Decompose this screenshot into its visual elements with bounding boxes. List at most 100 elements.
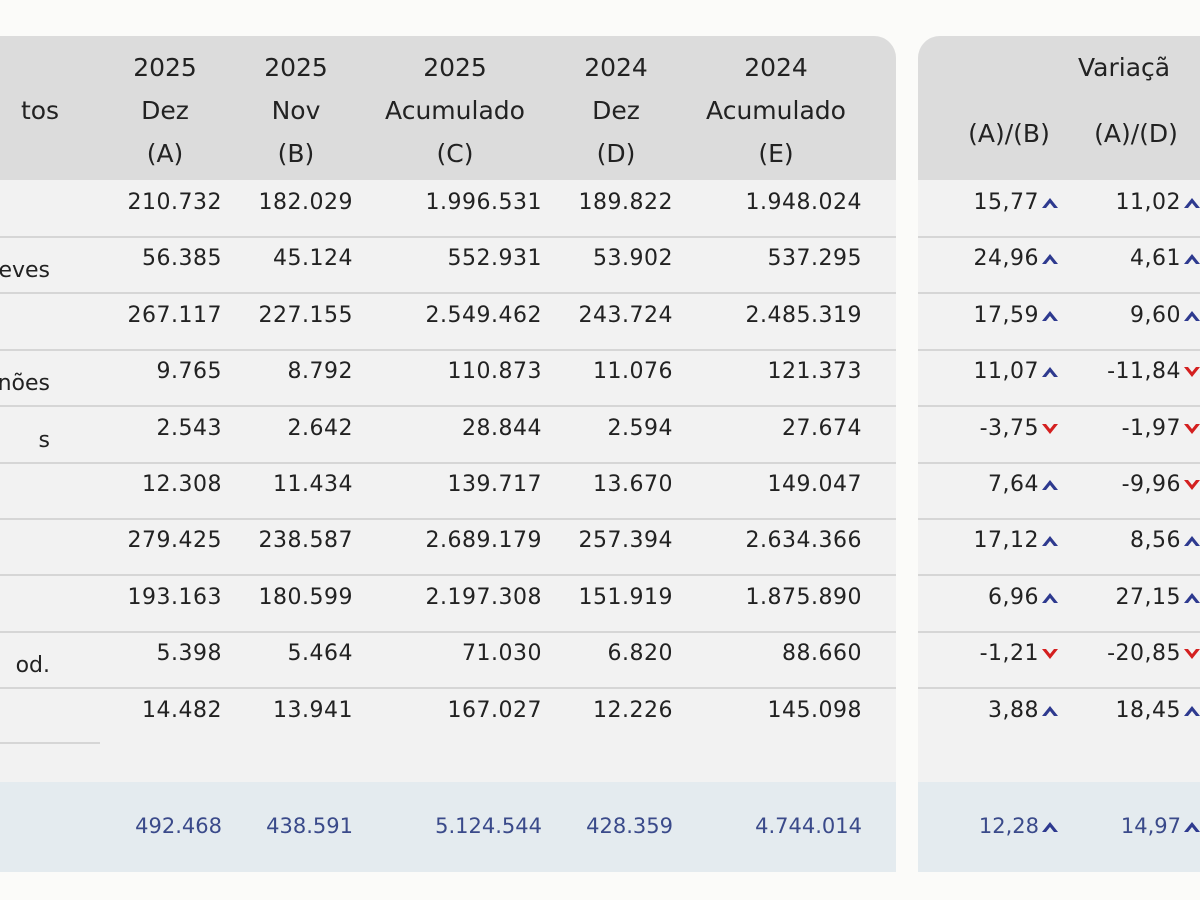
cell-value: 12.226	[593, 697, 673, 723]
arrow-up-icon	[1042, 254, 1058, 265]
total-value: 4.744.014	[755, 814, 862, 838]
variation-title: Variaçã	[1078, 53, 1171, 82]
header-year: 2024	[744, 53, 808, 82]
header-key: (C)	[436, 139, 474, 168]
table-row: 267.117 227.155 2.549.462 243.724 2.485.319	[0, 293, 896, 351]
cell-value: 88.660	[782, 641, 862, 667]
variation-number: -1,21	[979, 641, 1039, 667]
table-row: 193.163 180.599 2.197.308 151.919 1.875.890	[0, 575, 896, 633]
header-key: (A)	[146, 139, 184, 168]
variation-value: 8,56	[1130, 528, 1200, 553]
header-column: 2025 Nov (B)	[206, 46, 386, 175]
arrow-up-icon	[1042, 367, 1058, 378]
cell-value: 13.670	[593, 472, 673, 497]
cell-value: 12.308	[142, 472, 222, 497]
variation-number: 6,96	[988, 584, 1039, 610]
cell-value: 267.117	[127, 302, 222, 328]
cell-value: 145.098	[767, 697, 862, 723]
header-period: Dez	[141, 96, 189, 125]
variation-number: -20,85	[1107, 641, 1181, 667]
header-period: Acumulado	[706, 96, 846, 125]
variation-number: 3,88	[988, 697, 1039, 723]
variation-number: 9,60	[1130, 302, 1181, 328]
cell-value: 1.948.024	[745, 190, 862, 215]
total-row: 492.468 438.591 5.124.544 428.359 4.744.014	[0, 782, 896, 872]
arrow-up-icon	[1042, 480, 1058, 490]
variation-value: -3,75	[980, 416, 1060, 441]
cell-value: 1.996.531	[425, 190, 542, 215]
cell-value: 28.844	[462, 415, 542, 441]
table-row: 279.425 238.587 2.689.179 257.394 2.634.366	[0, 518, 896, 577]
variation-number: -9,96	[1121, 472, 1181, 497]
cell-value: 8.792	[287, 359, 353, 385]
header-period: Acumulado	[385, 96, 525, 125]
arrow-up-icon	[1042, 310, 1058, 321]
variation-number: 15,77	[973, 190, 1039, 215]
arrow-up-icon	[1184, 822, 1200, 832]
header-period: Dez	[592, 96, 640, 125]
cell-value: 2.485.319	[745, 302, 862, 328]
table-row: 14.482 13.941 167.027 12.226 145.098	[0, 688, 896, 744]
total-variation-value: 12,28	[979, 814, 1060, 838]
variation-number: 24,96	[973, 246, 1039, 272]
total-value: 492.468	[135, 814, 222, 838]
variation-number: 8,56	[1130, 528, 1181, 554]
divider	[0, 742, 100, 744]
total-variation-value: 14,97	[1121, 814, 1200, 838]
cell-value: 6.820	[607, 641, 673, 667]
cell-value: 121.373	[767, 359, 862, 385]
header-column: 2025 Acumulado (C)	[365, 46, 545, 175]
variation-value: 18,45	[1116, 698, 1200, 723]
variation-value: 17,59	[974, 303, 1060, 328]
arrow-down-icon	[1184, 423, 1200, 434]
variation-number: 17,59	[973, 302, 1039, 328]
cell-value: 14.482	[142, 697, 222, 723]
arrow-up-icon	[1184, 310, 1200, 321]
cell-value: 257.394	[578, 528, 673, 554]
variation-number: -11,84	[1107, 359, 1181, 385]
table-row: eves 56.385 45.124 552.931 53.902 537.295	[0, 236, 896, 295]
cell-value: 189.822	[578, 190, 673, 215]
arrow-down-icon	[1184, 649, 1200, 660]
cell-value: 210.732	[127, 190, 222, 215]
cell-value: 110.873	[447, 359, 542, 385]
total-value: 428.359	[586, 814, 673, 838]
row-label: nões	[0, 371, 50, 397]
cell-value: 2.634.366	[745, 528, 862, 554]
variation-number: 7,64	[988, 472, 1039, 497]
header-column: 2025 Dez (A)	[75, 46, 255, 175]
variation-row: 17,59 9,60	[918, 293, 1200, 351]
variation-col-ab: (A)/(B)	[968, 119, 1050, 148]
variation-row: 15,77 11,02	[918, 180, 1200, 238]
cell-value: 71.030	[462, 641, 542, 667]
cell-value: 279.425	[127, 528, 222, 554]
cell-value: 537.295	[767, 246, 862, 272]
total-value: 5.124.544	[435, 814, 542, 838]
variation-value: -9,96	[1122, 472, 1200, 497]
variation-number: 27,15	[1115, 584, 1181, 610]
cell-value: 53.902	[593, 246, 673, 272]
header-column: 2024 Dez (D)	[526, 46, 706, 175]
cell-value: 182.029	[258, 190, 353, 215]
variation-row: -1,21 -20,85	[918, 631, 1200, 690]
arrow-down-icon	[1042, 649, 1058, 660]
variation-row: 17,12 8,56	[918, 518, 1200, 577]
cell-value: 13.941	[273, 697, 353, 723]
variation-value: 15,77	[974, 190, 1060, 215]
header-year: 2025	[133, 53, 197, 82]
variation-number: 18,45	[1115, 697, 1181, 723]
header-year: 2024	[584, 53, 648, 82]
cell-value: 552.931	[447, 246, 542, 272]
cell-value: 1.875.890	[745, 584, 862, 610]
variation-number: 11,02	[1115, 190, 1181, 215]
variation-number: 12,28	[978, 814, 1039, 838]
arrow-up-icon	[1042, 705, 1058, 716]
variation-value: -1,97	[1122, 416, 1200, 441]
variation-value: 7,64	[988, 472, 1060, 497]
variation-value: 24,96	[974, 246, 1060, 271]
cell-value: 11.434	[273, 472, 353, 497]
variation-value: 27,15	[1116, 585, 1200, 610]
table-row: nões 9.765 8.792 110.873 11.076 121.373	[0, 349, 896, 408]
row-label: eves	[0, 258, 50, 284]
variation-row: 3,88 18,45	[918, 688, 1200, 744]
